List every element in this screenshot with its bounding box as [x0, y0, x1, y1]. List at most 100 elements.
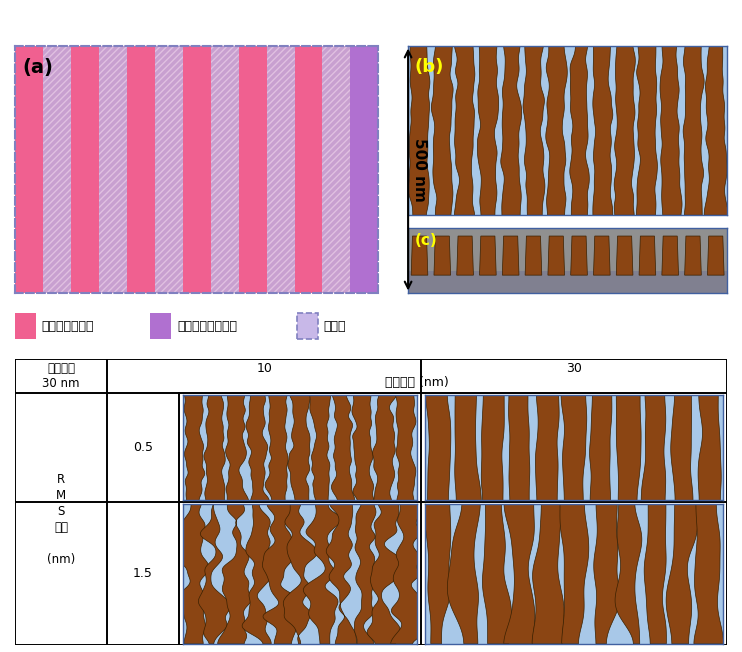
Text: 关键尺寸
30 nm: 关键尺寸 30 nm — [42, 362, 80, 390]
Text: (a): (a) — [22, 58, 53, 77]
Bar — [154, 46, 183, 293]
Bar — [408, 271, 727, 293]
Text: 1.5: 1.5 — [133, 567, 153, 580]
Polygon shape — [501, 46, 522, 215]
Polygon shape — [617, 394, 641, 500]
Polygon shape — [246, 394, 269, 500]
Polygon shape — [615, 504, 642, 644]
Polygon shape — [217, 504, 252, 644]
Bar — [43, 46, 70, 293]
Text: 有线边缘粗糙度: 有线边缘粗糙度 — [42, 319, 94, 333]
Bar — [297, 313, 318, 339]
Text: 没有线边缘粗糙度: 没有线边缘粗糙度 — [177, 319, 237, 333]
Polygon shape — [571, 236, 588, 275]
Polygon shape — [532, 504, 564, 644]
Bar — [99, 46, 127, 293]
Polygon shape — [425, 394, 451, 500]
Bar — [211, 46, 239, 293]
Polygon shape — [283, 504, 317, 644]
Polygon shape — [546, 46, 568, 215]
Polygon shape — [502, 236, 519, 275]
Polygon shape — [226, 394, 249, 500]
Polygon shape — [434, 236, 450, 275]
Polygon shape — [479, 236, 496, 275]
Polygon shape — [431, 46, 453, 215]
Polygon shape — [662, 236, 678, 275]
Polygon shape — [685, 236, 701, 275]
Text: R
M
S
振幅

(nm): R M S 振幅 (nm) — [47, 473, 75, 566]
Polygon shape — [508, 394, 530, 500]
Polygon shape — [184, 394, 205, 500]
Polygon shape — [326, 504, 357, 644]
Polygon shape — [683, 46, 704, 215]
Polygon shape — [644, 504, 666, 644]
Text: (d): (d) — [378, 473, 407, 490]
Polygon shape — [704, 46, 728, 215]
Polygon shape — [614, 46, 635, 215]
Polygon shape — [355, 504, 376, 644]
Text: (c): (c) — [415, 233, 437, 248]
Polygon shape — [367, 504, 403, 644]
Polygon shape — [525, 236, 542, 275]
Polygon shape — [523, 46, 545, 215]
Polygon shape — [660, 46, 682, 215]
Polygon shape — [666, 504, 697, 644]
Bar — [154, 46, 183, 293]
Bar — [323, 46, 350, 293]
Polygon shape — [390, 504, 425, 644]
Bar — [150, 313, 171, 339]
Polygon shape — [352, 394, 374, 500]
Bar — [43, 46, 70, 293]
Polygon shape — [408, 46, 430, 215]
Polygon shape — [594, 236, 610, 275]
Polygon shape — [332, 394, 355, 500]
Bar — [70, 46, 99, 293]
Polygon shape — [447, 504, 480, 644]
Polygon shape — [174, 504, 209, 644]
Polygon shape — [570, 46, 589, 215]
Polygon shape — [561, 394, 587, 500]
Polygon shape — [594, 504, 620, 644]
Polygon shape — [482, 504, 511, 644]
Bar — [350, 46, 378, 293]
Bar — [183, 46, 211, 293]
Polygon shape — [411, 236, 428, 275]
Text: 0.5: 0.5 — [133, 441, 153, 454]
Polygon shape — [482, 394, 505, 500]
Polygon shape — [617, 236, 633, 275]
Polygon shape — [593, 46, 613, 215]
Bar — [295, 46, 323, 293]
Bar — [266, 46, 295, 293]
Polygon shape — [204, 394, 226, 500]
Polygon shape — [698, 394, 721, 500]
Bar — [127, 46, 154, 293]
Bar — [239, 46, 266, 293]
Text: 500 nm: 500 nm — [413, 138, 427, 201]
Polygon shape — [263, 504, 296, 644]
Polygon shape — [694, 504, 723, 644]
Polygon shape — [707, 236, 724, 275]
Polygon shape — [265, 394, 288, 500]
Bar — [15, 46, 43, 293]
Bar — [211, 46, 239, 293]
Text: 10: 10 — [256, 363, 272, 376]
Polygon shape — [310, 394, 331, 500]
Polygon shape — [288, 394, 311, 500]
Polygon shape — [477, 46, 499, 215]
Text: 模拟域: 模拟域 — [324, 319, 346, 333]
Bar — [15, 313, 36, 339]
Polygon shape — [242, 504, 272, 644]
Bar — [99, 46, 127, 293]
Polygon shape — [372, 394, 396, 500]
Polygon shape — [536, 394, 559, 500]
Polygon shape — [422, 504, 451, 644]
Polygon shape — [590, 394, 612, 500]
Polygon shape — [637, 46, 657, 215]
Polygon shape — [454, 46, 475, 215]
Text: 相关长度 (nm): 相关长度 (nm) — [385, 376, 449, 389]
Polygon shape — [641, 394, 666, 500]
Bar — [266, 46, 295, 293]
Polygon shape — [395, 394, 416, 500]
Polygon shape — [198, 504, 230, 644]
Polygon shape — [671, 394, 693, 500]
